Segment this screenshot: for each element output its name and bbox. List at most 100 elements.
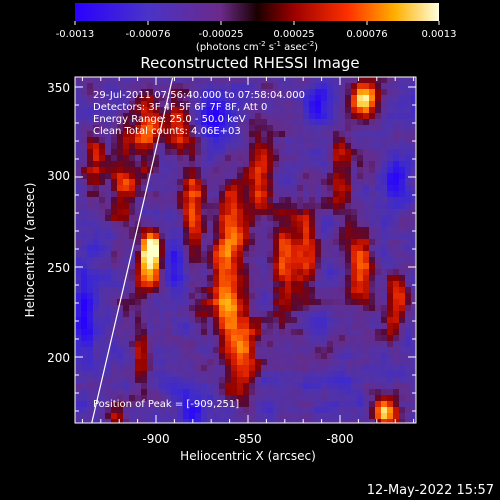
heatmap-cell bbox=[135, 173, 142, 180]
heatmap-cell bbox=[273, 377, 280, 384]
heatmap-cell bbox=[303, 335, 310, 342]
heatmap-cell bbox=[117, 107, 124, 114]
heatmap-cell bbox=[339, 371, 346, 378]
heatmap-cell bbox=[351, 341, 358, 348]
heatmap-cell bbox=[81, 377, 88, 384]
heatmap-cell bbox=[297, 275, 304, 282]
heatmap-cell bbox=[147, 221, 154, 228]
heatmap-cell bbox=[195, 191, 202, 198]
heatmap-cell bbox=[207, 251, 214, 258]
heatmap-cell bbox=[207, 143, 214, 150]
heatmap-cell bbox=[267, 317, 274, 324]
heatmap-cell bbox=[219, 389, 226, 396]
heatmap-cell bbox=[141, 263, 148, 270]
heatmap-cell bbox=[321, 191, 328, 198]
heatmap-cell bbox=[165, 353, 172, 360]
heatmap-cell bbox=[405, 233, 412, 240]
heatmap-cell bbox=[333, 89, 340, 96]
heatmap-cell bbox=[189, 107, 196, 114]
heatmap-cell bbox=[273, 209, 280, 216]
heatmap-cell bbox=[351, 317, 358, 324]
heatmap-cell bbox=[207, 419, 214, 423]
heatmap-cell bbox=[261, 251, 268, 258]
heatmap-cell bbox=[309, 329, 316, 336]
heatmap-cell bbox=[177, 263, 184, 270]
heatmap-cell bbox=[99, 221, 106, 228]
heatmap-cell bbox=[411, 335, 416, 342]
heatmap-cell bbox=[327, 227, 334, 234]
heatmap-cell bbox=[303, 269, 310, 276]
heatmap-cell bbox=[327, 161, 334, 168]
heatmap-cell bbox=[177, 407, 184, 414]
heatmap-cell bbox=[117, 221, 124, 228]
heatmap-cell bbox=[357, 113, 364, 120]
heatmap-cell bbox=[207, 305, 214, 312]
heatmap-cell bbox=[303, 95, 310, 102]
heatmap-cell bbox=[177, 287, 184, 294]
heatmap-cell bbox=[411, 107, 416, 114]
heatmap-cell bbox=[171, 401, 178, 408]
heatmap-cell bbox=[315, 143, 322, 150]
heatmap-cell bbox=[309, 83, 316, 90]
heatmap-cell bbox=[249, 119, 256, 126]
heatmap-cell bbox=[153, 221, 160, 228]
heatmap-cell bbox=[327, 257, 334, 264]
heatmap-cell bbox=[159, 383, 166, 390]
heatmap-cell bbox=[123, 167, 130, 174]
heatmap-cell bbox=[201, 149, 208, 156]
heatmap-cell bbox=[135, 209, 142, 216]
heatmap-cell bbox=[249, 101, 256, 108]
heatmap-cell bbox=[357, 77, 364, 84]
heatmap-cell bbox=[297, 269, 304, 276]
heatmap-cell bbox=[345, 143, 352, 150]
heatmap-cell bbox=[147, 227, 154, 234]
heatmap-cell bbox=[135, 263, 142, 270]
heatmap-cell bbox=[111, 197, 118, 204]
heatmap-cell bbox=[333, 125, 340, 132]
heatmap-cell bbox=[183, 221, 190, 228]
heatmap-cell bbox=[333, 257, 340, 264]
heatmap-cell bbox=[315, 293, 322, 300]
heatmap-cell bbox=[75, 233, 82, 240]
heatmap-cell bbox=[237, 203, 244, 210]
heatmap-cell bbox=[147, 101, 154, 108]
heatmap-cell bbox=[123, 287, 130, 294]
heatmap-cell bbox=[171, 233, 178, 240]
heatmap-cell bbox=[201, 293, 208, 300]
heatmap-cell bbox=[345, 419, 352, 423]
heatmap-cell bbox=[393, 323, 400, 330]
heatmap-cell bbox=[99, 137, 106, 144]
heatmap-cell bbox=[165, 371, 172, 378]
heatmap-cell bbox=[261, 179, 268, 186]
heatmap-cell bbox=[141, 371, 148, 378]
heatmap-cell bbox=[363, 311, 370, 318]
heatmap-cell bbox=[345, 263, 352, 270]
colorbar bbox=[75, 3, 439, 21]
heatmap-cell bbox=[165, 143, 172, 150]
heatmap-cell bbox=[255, 395, 262, 402]
heatmap-cell bbox=[279, 281, 286, 288]
heatmap-cell bbox=[345, 395, 352, 402]
heatmap-cell bbox=[135, 245, 142, 252]
heatmap-cell bbox=[93, 143, 100, 150]
heatmap-cell bbox=[75, 299, 82, 306]
heatmap-cell bbox=[333, 209, 340, 216]
heatmap-cell bbox=[159, 185, 166, 192]
heatmap-cell bbox=[387, 131, 394, 138]
heatmap-cell bbox=[153, 125, 160, 132]
heatmap-cell bbox=[159, 113, 166, 120]
heatmap-cell bbox=[321, 245, 328, 252]
heatmap-cell bbox=[363, 239, 370, 246]
heatmap-cell bbox=[243, 113, 250, 120]
heatmap-cell bbox=[189, 341, 196, 348]
heatmap-cell bbox=[339, 401, 346, 408]
heatmap-cell bbox=[393, 77, 400, 84]
heatmap-cell bbox=[231, 203, 238, 210]
heatmap-cell bbox=[375, 77, 382, 84]
heatmap-cell bbox=[291, 311, 298, 318]
heatmap-cell bbox=[165, 209, 172, 216]
heatmap-cell bbox=[285, 245, 292, 252]
heatmap-cell bbox=[411, 419, 416, 423]
heatmap-cell bbox=[321, 197, 328, 204]
